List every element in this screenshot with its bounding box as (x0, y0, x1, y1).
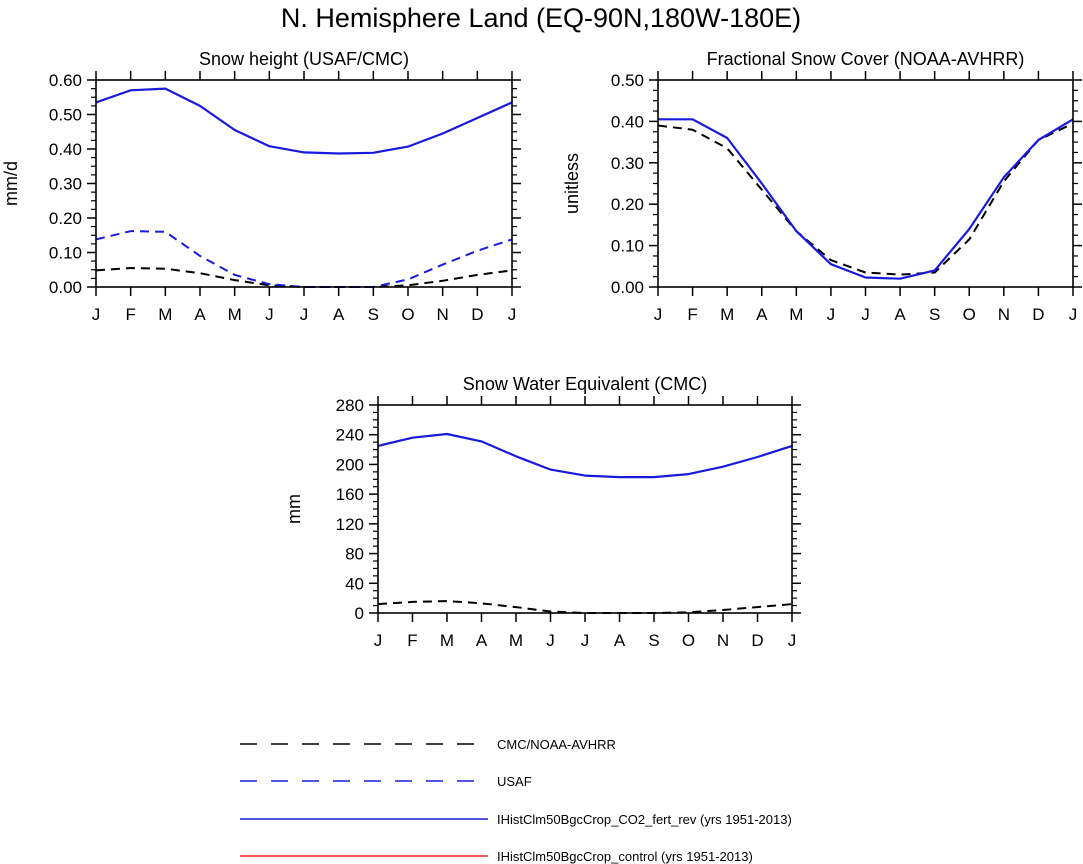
x-tick-label: M (228, 305, 242, 324)
y-tick-label: 0.20 (611, 195, 644, 214)
y-tick-label: 0.20 (49, 209, 82, 228)
x-tick-label: J (374, 631, 383, 650)
y-tick-label: 280 (336, 396, 364, 415)
x-tick-label: A (333, 305, 345, 324)
series-line (657, 122, 1074, 276)
x-tick-label: J (92, 305, 101, 324)
x-tick-label: D (751, 631, 763, 650)
panel-title: Fractional Snow Cover (NOAA-AVHRR) (707, 49, 1025, 69)
x-tick-label: N (717, 631, 729, 650)
x-tick-label: M (509, 631, 523, 650)
y-tick-label: 0.50 (49, 106, 82, 125)
x-tick-label: M (789, 305, 803, 324)
x-tick-label: D (1032, 305, 1044, 324)
x-tick-label: J (788, 631, 797, 650)
y-tick-label: 80 (345, 545, 364, 564)
y-tick-label: 0.00 (49, 278, 82, 297)
x-tick-label: F (407, 631, 417, 650)
plot-frame (95, 79, 513, 288)
x-tick-label: J (508, 305, 517, 324)
y-tick-label: 0.30 (611, 154, 644, 173)
y-tick-label: 40 (345, 574, 364, 593)
y-tick-label: 160 (336, 485, 364, 504)
x-tick-label: J (1069, 305, 1078, 324)
y-tick-label: 0.10 (49, 244, 82, 263)
y-tick-label: 0.50 (611, 71, 644, 90)
series-line (377, 600, 793, 614)
series-line (95, 230, 513, 288)
x-tick-label: S (648, 631, 659, 650)
x-tick-label: S (929, 305, 940, 324)
x-tick-label: F (687, 305, 697, 324)
legend-label: CMC/NOAA-AVHRR (497, 737, 616, 752)
series-line (95, 267, 513, 288)
x-tick-label: N (437, 305, 449, 324)
y-tick-label: 0.00 (611, 278, 644, 297)
panel-snow-water-equivalent: Snow Water Equivalent (CMC) mm 0 40 80 120 160… (284, 374, 801, 650)
legend-label: IHistClm50BgcCrop_control (yrs 1951-2013… (497, 849, 753, 864)
x-tick-label: J (581, 631, 590, 650)
series-line (95, 87, 513, 155)
legend-label: USAF (497, 774, 532, 789)
legend: CMC/NOAA-AVHRR USAF IHistClm50BgcCrop_CO2_… (240, 737, 792, 864)
x-tick-label: O (401, 305, 414, 324)
x-tick-label: A (194, 305, 206, 324)
panel-title: Snow height (USAF/CMC) (199, 49, 409, 69)
x-tick-label: A (756, 305, 768, 324)
y-tick-label: 240 (336, 426, 364, 445)
x-tick-label: J (546, 631, 555, 650)
x-tick-label: O (963, 305, 976, 324)
plot-frame (377, 404, 793, 614)
x-tick-label: A (614, 631, 626, 650)
x-tick-label: J (827, 305, 836, 324)
x-tick-label: J (861, 305, 870, 324)
y-axis-label: mm (284, 494, 304, 524)
plot-frame (657, 79, 1074, 288)
x-tick-label: A (894, 305, 906, 324)
x-tick-label: M (440, 631, 454, 650)
y-tick-label: 120 (336, 515, 364, 534)
x-tick-label: M (720, 305, 734, 324)
y-tick-label: 0.40 (49, 140, 82, 159)
series-line (658, 118, 1074, 280)
x-tick-label: S (368, 305, 379, 324)
y-tick-label: 200 (336, 455, 364, 474)
x-tick-label: J (654, 305, 663, 324)
x-tick-label: J (300, 305, 309, 324)
x-tick-label: O (682, 631, 695, 650)
y-tick-label: 0 (355, 604, 364, 623)
y-tick-label: 0.40 (611, 112, 644, 131)
x-tick-label: A (476, 631, 488, 650)
panel-snow-height: Snow height (USAF/CMC) mm/d 0.00 0.10 0.20 0.… (1, 49, 521, 324)
x-tick-label: J (265, 305, 274, 324)
figure-title: N. Hemisphere Land (EQ-90N,180W-180E) (281, 3, 801, 33)
series-line (377, 432, 793, 479)
x-tick-label: F (125, 305, 135, 324)
y-tick-label: 0.30 (49, 175, 82, 194)
x-tick-label: N (998, 305, 1010, 324)
y-axis-label: mm/d (1, 161, 21, 206)
x-tick-label: M (158, 305, 172, 324)
y-axis-label: unitless (562, 153, 582, 214)
x-tick-label: D (471, 305, 483, 324)
legend-label: IHistClm50BgcCrop_CO2_fert_rev (yrs 1951… (497, 812, 792, 827)
y-tick-label: 0.60 (49, 71, 82, 90)
panel-fractional-snow-cover: Fractional Snow Cover (NOAA-AVHRR) unitle… (562, 49, 1082, 324)
panel-title: Snow Water Equivalent (CMC) (463, 374, 707, 394)
y-tick-label: 0.10 (611, 237, 644, 256)
